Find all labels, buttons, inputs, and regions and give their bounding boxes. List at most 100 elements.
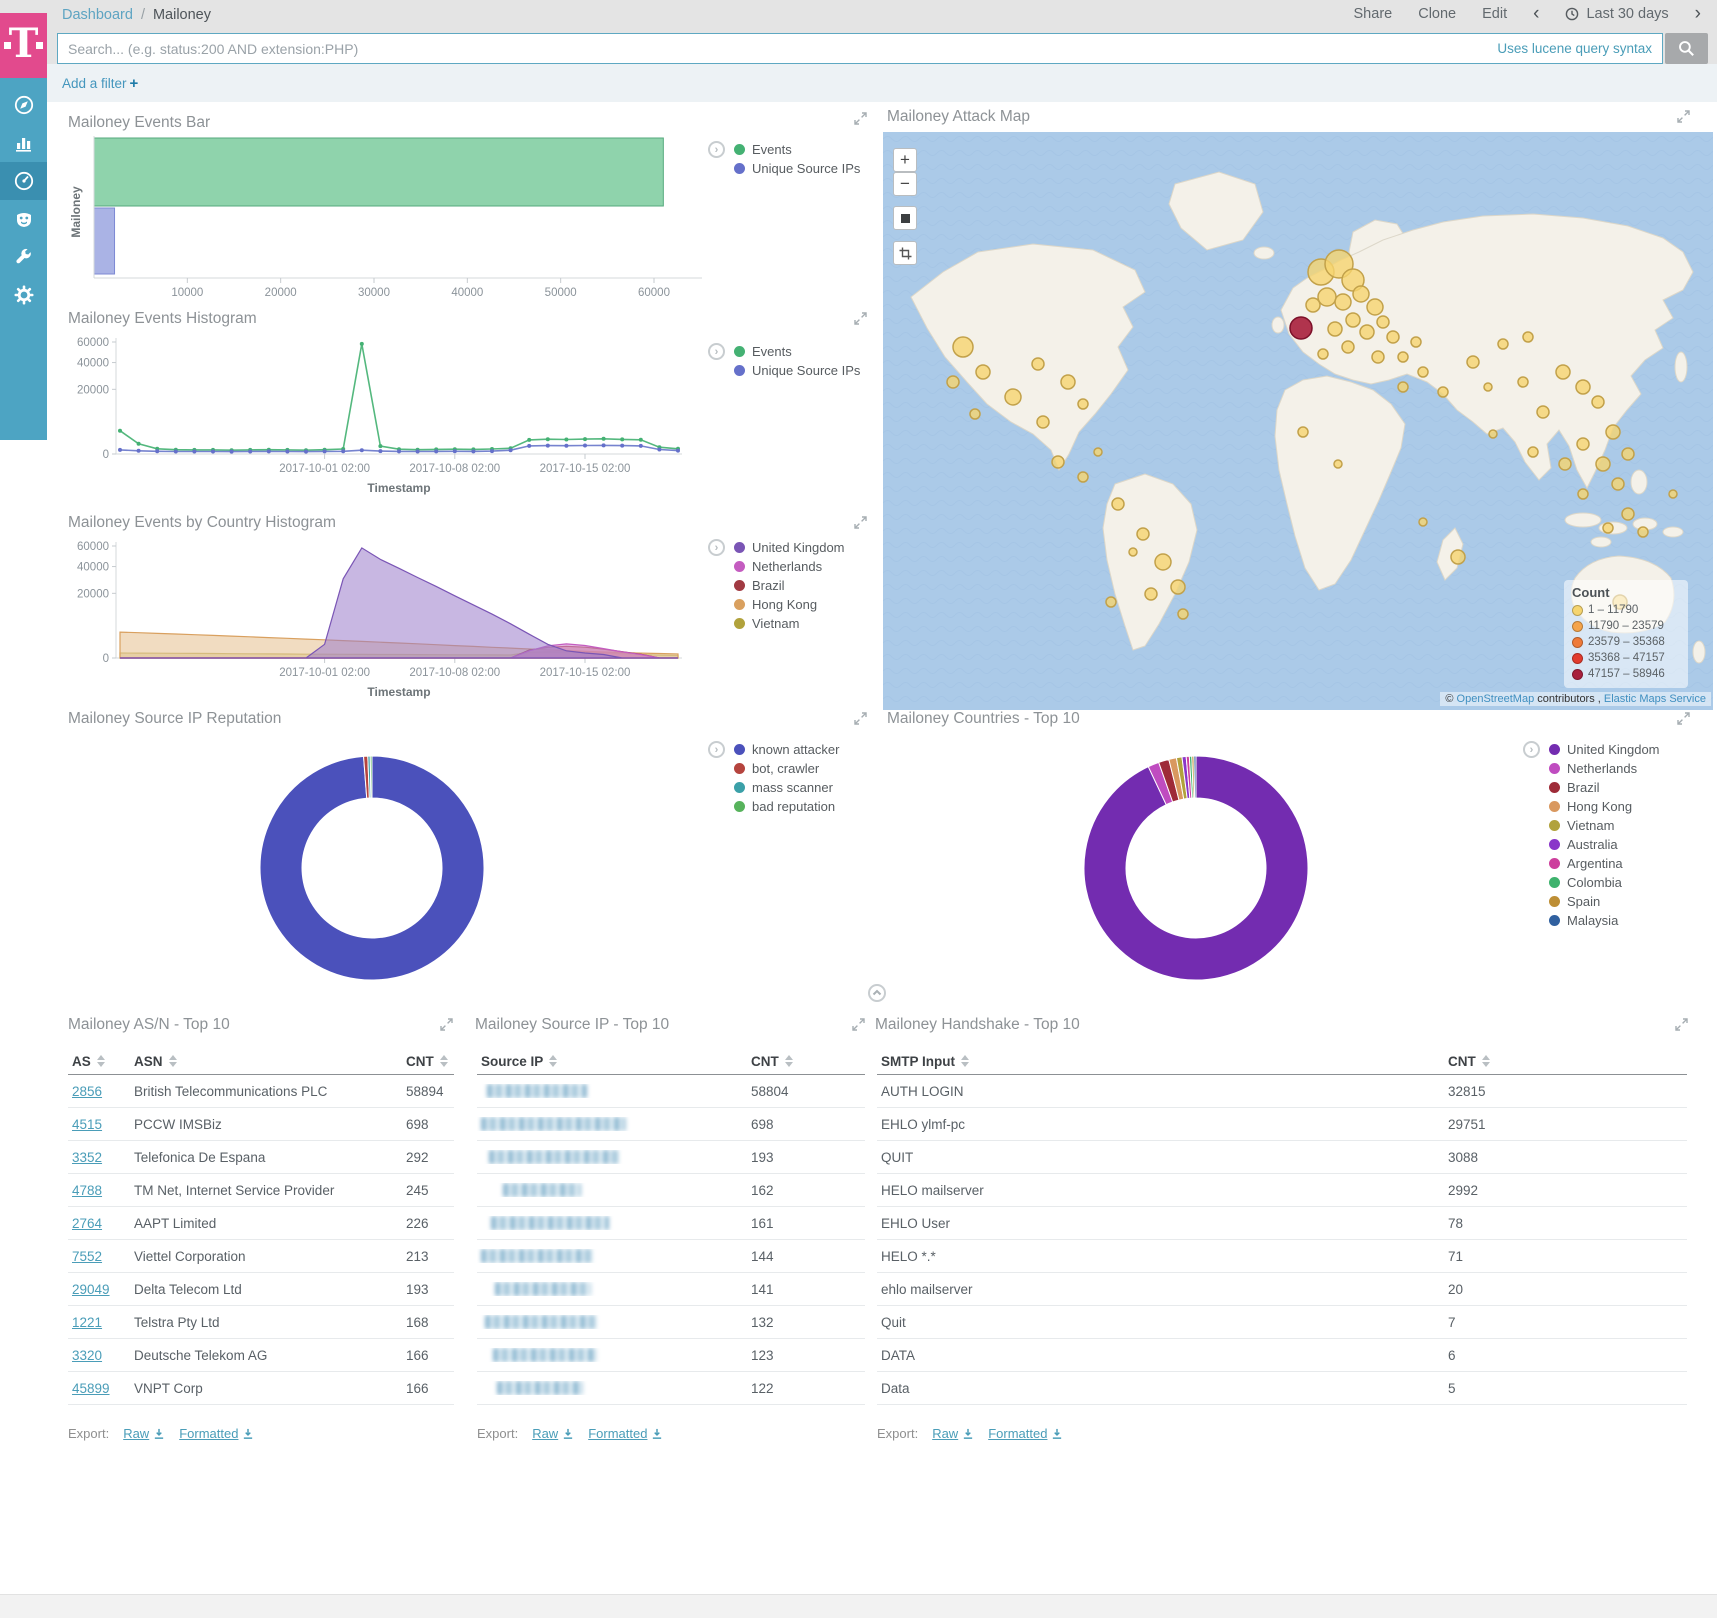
expand-icon[interactable] bbox=[1675, 1018, 1689, 1032]
attack-bubble[interactable] bbox=[1154, 553, 1172, 571]
legend-item[interactable]: Brazil bbox=[1549, 778, 1660, 797]
bar-unique-source-ips[interactable] bbox=[93, 207, 116, 275]
attack-bubble[interactable] bbox=[1591, 395, 1605, 409]
attack-bubble[interactable] bbox=[1668, 489, 1678, 499]
as-number-link[interactable]: 4788 bbox=[72, 1182, 103, 1198]
attack-bubble[interactable] bbox=[1077, 471, 1089, 483]
attack-bubble[interactable] bbox=[1397, 351, 1409, 363]
export-formatted-link[interactable]: Formatted bbox=[988, 1426, 1063, 1441]
donut-segment-united-kingdom[interactable] bbox=[1083, 755, 1309, 981]
attack-bubble[interactable] bbox=[1417, 366, 1429, 378]
legend-item[interactable]: Hong Kong bbox=[1549, 797, 1660, 816]
data-point[interactable] bbox=[173, 449, 178, 454]
attack-bubble[interactable] bbox=[1334, 293, 1352, 311]
attack-bubble[interactable] bbox=[1397, 381, 1409, 393]
data-point[interactable] bbox=[378, 449, 383, 454]
attack-bubble[interactable] bbox=[1170, 579, 1186, 595]
as-number-link[interactable]: 4515 bbox=[72, 1116, 103, 1132]
as-number-link[interactable]: 29049 bbox=[72, 1281, 110, 1297]
attack-bubble[interactable] bbox=[1483, 382, 1493, 392]
donut-segment-known-attacker[interactable] bbox=[259, 755, 485, 981]
breadcrumb-dashboard-link[interactable]: Dashboard bbox=[62, 7, 133, 23]
as-number-link[interactable]: 2856 bbox=[72, 1083, 103, 1099]
telekom-logo[interactable]: T bbox=[0, 13, 47, 78]
legend-item[interactable]: United Kingdom bbox=[1549, 740, 1660, 759]
data-point[interactable] bbox=[136, 448, 141, 453]
donut-segment-bad-reputation[interactable] bbox=[369, 755, 373, 799]
as-number-link[interactable]: 2764 bbox=[72, 1215, 103, 1231]
osm-link[interactable]: OpenStreetMap bbox=[1456, 693, 1535, 705]
legend-item[interactable]: bot, crawler bbox=[734, 759, 839, 778]
data-point[interactable] bbox=[285, 449, 290, 454]
attack-bubble[interactable] bbox=[1004, 388, 1022, 406]
attack-bubble[interactable] bbox=[969, 408, 981, 420]
data-point[interactable] bbox=[359, 341, 364, 346]
data-point[interactable] bbox=[471, 449, 476, 454]
data-point[interactable] bbox=[620, 443, 625, 448]
attack-bubble[interactable] bbox=[1466, 355, 1480, 369]
panel-title[interactable]: Mailoney Source IP Reputation bbox=[68, 710, 282, 727]
add-filter-button[interactable]: Add a filter + bbox=[62, 75, 139, 92]
legend-item[interactable]: Unique Source IPs bbox=[734, 159, 860, 178]
lucene-syntax-link[interactable]: Uses lucene query syntax bbox=[1497, 41, 1652, 56]
attack-bubble[interactable] bbox=[1297, 426, 1309, 438]
data-point[interactable] bbox=[583, 437, 587, 442]
data-point[interactable] bbox=[192, 449, 197, 454]
data-point[interactable] bbox=[434, 449, 439, 454]
share-button[interactable]: Share bbox=[1353, 6, 1393, 22]
legend-item[interactable]: Malaysia bbox=[1549, 911, 1660, 930]
attack-bubble[interactable] bbox=[1576, 437, 1590, 451]
panel-title[interactable]: Mailoney Source IP - Top 10 bbox=[475, 1016, 670, 1033]
attack-bubble[interactable] bbox=[1376, 315, 1390, 329]
legend-item[interactable]: United Kingdom bbox=[734, 538, 845, 557]
as-number-link[interactable]: 1221 bbox=[72, 1314, 103, 1330]
map-draw-filter-button[interactable] bbox=[893, 241, 917, 265]
legend-item[interactable]: Netherlands bbox=[1549, 759, 1660, 778]
attack-bubble[interactable] bbox=[1595, 456, 1611, 472]
clone-button[interactable]: Clone bbox=[1418, 6, 1457, 22]
attack-bubble[interactable] bbox=[1359, 324, 1375, 340]
sidebar-item-discover[interactable] bbox=[0, 86, 47, 124]
legend-item[interactable]: Vietnam bbox=[734, 614, 845, 633]
column-header-as[interactable]: AS bbox=[68, 1054, 130, 1069]
data-point[interactable] bbox=[638, 443, 643, 448]
data-point[interactable] bbox=[583, 443, 587, 448]
column-header-cnt[interactable]: CNT bbox=[1444, 1054, 1687, 1069]
legend-item[interactable]: Hong Kong bbox=[734, 595, 845, 614]
attack-bubble[interactable] bbox=[1031, 357, 1045, 371]
attack-bubble[interactable] bbox=[1602, 522, 1614, 534]
sidebar-item-dev-tools[interactable] bbox=[0, 238, 47, 276]
collapse-row-button[interactable] bbox=[868, 984, 886, 1002]
data-point[interactable] bbox=[322, 449, 327, 454]
attack-bubble[interactable] bbox=[1077, 398, 1089, 410]
attack-bubble[interactable] bbox=[1144, 587, 1158, 601]
legend-item[interactable]: Argentina bbox=[1549, 854, 1660, 873]
data-point[interactable] bbox=[657, 447, 662, 452]
sidebar-item-timelion[interactable] bbox=[0, 200, 47, 238]
data-point[interactable] bbox=[508, 448, 513, 453]
attack-bubble-max[interactable] bbox=[1289, 316, 1313, 340]
data-point[interactable] bbox=[620, 437, 625, 442]
attack-bubble[interactable] bbox=[975, 364, 991, 380]
attack-bubble[interactable] bbox=[1111, 497, 1125, 511]
data-point[interactable] bbox=[527, 437, 532, 442]
attack-bubble[interactable] bbox=[1327, 321, 1343, 337]
attack-bubble[interactable] bbox=[1410, 336, 1422, 348]
data-point[interactable] bbox=[211, 449, 215, 454]
data-point[interactable] bbox=[564, 437, 569, 442]
expand-icon[interactable] bbox=[1677, 110, 1691, 124]
data-point[interactable] bbox=[638, 437, 643, 442]
map-zoom-in-button[interactable]: + bbox=[893, 148, 917, 172]
attack-bubble[interactable] bbox=[1637, 526, 1649, 538]
data-point[interactable] bbox=[452, 449, 457, 454]
data-point[interactable] bbox=[118, 447, 122, 452]
attack-bubble[interactable] bbox=[1177, 608, 1189, 620]
sidebar-item-visualize[interactable] bbox=[0, 124, 47, 162]
export-raw-link[interactable]: Raw bbox=[932, 1426, 974, 1441]
expand-icon[interactable] bbox=[854, 712, 868, 726]
attack-bubble[interactable] bbox=[1418, 517, 1428, 527]
data-point[interactable] bbox=[118, 428, 122, 433]
column-header-smtp-input[interactable]: SMTP Input bbox=[877, 1054, 1444, 1069]
legend-item[interactable]: Australia bbox=[1549, 835, 1660, 854]
attack-bubble[interactable] bbox=[1517, 376, 1529, 388]
